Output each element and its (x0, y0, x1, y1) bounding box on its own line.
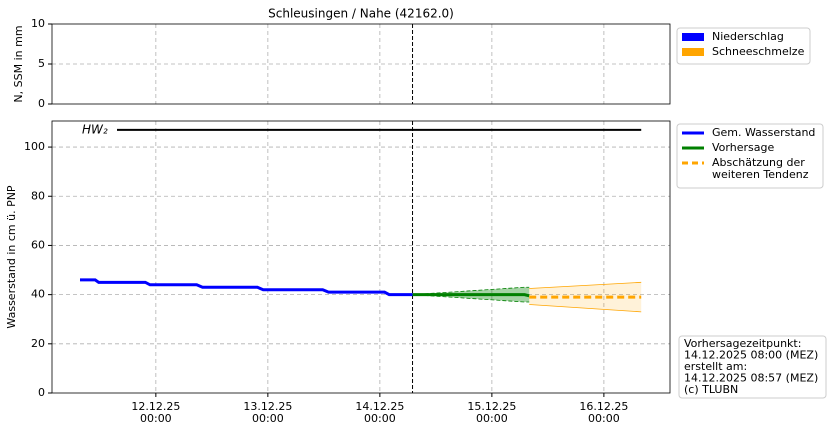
y-tick-label: 0 (38, 97, 45, 110)
y-tick-label: 100 (24, 140, 45, 153)
y-tick-label: 10 (31, 17, 45, 30)
band-edge (412, 294, 530, 303)
band-edge (412, 286, 530, 296)
band-edge (529, 281, 642, 289)
y-tick-label: 20 (31, 337, 45, 350)
legend-label: Schneeschmelze (712, 45, 805, 58)
x-tick-label: 13.12.25 00:00 (243, 400, 292, 425)
legend-box (676, 27, 811, 65)
legend-label: Niederschlag (712, 30, 784, 43)
y-tick-label: 80 (31, 189, 45, 202)
y-axis-label: Wasserstand in cm ü. PNP (5, 185, 18, 329)
legend-swatch (682, 48, 704, 56)
threshold-label: HW₂ (82, 122, 108, 136)
note-line: Vorhersagezeitpunkt: (684, 337, 801, 350)
x-tick-label: 16.12.25 00:00 (579, 400, 628, 425)
y-tick-label: 40 (31, 288, 45, 301)
legend-label: Gem. Wasserstand (712, 126, 815, 139)
plot-frame (51, 23, 671, 105)
y-tick-label: 5 (38, 57, 45, 70)
legend-label: Vorhersage (712, 141, 774, 154)
plot-frame (51, 120, 671, 394)
x-tick-label: 12.12.25 00:00 (131, 400, 180, 425)
note-line: 14.12.2025 08:00 (MEZ) (684, 349, 818, 362)
y-tick-label: 0 (38, 386, 45, 399)
x-tick-label: 15.12.25 00:00 (467, 400, 516, 425)
x-tick-label: 14.12.25 00:00 (355, 400, 404, 425)
y-axis-label: N, SSM in mm (12, 25, 25, 102)
note-box (678, 335, 827, 399)
note-line: 14.12.2025 08:57 (MEZ) (684, 372, 818, 385)
legend-box (676, 123, 824, 189)
legend-label: Abschätzung der weiteren Tendenz (712, 156, 809, 181)
note-line: (c) TLUBN (684, 383, 738, 396)
y-tick-label: 60 (31, 238, 45, 251)
note-line: erstellt am: (684, 360, 747, 373)
chart-title: Schleusingen / Nahe (42162.0) (268, 7, 454, 21)
series-line (412, 293, 530, 298)
legend-swatch (682, 33, 704, 41)
series-line (80, 278, 413, 297)
band-edge (529, 304, 642, 313)
threshold-label-bg (77, 121, 117, 138)
